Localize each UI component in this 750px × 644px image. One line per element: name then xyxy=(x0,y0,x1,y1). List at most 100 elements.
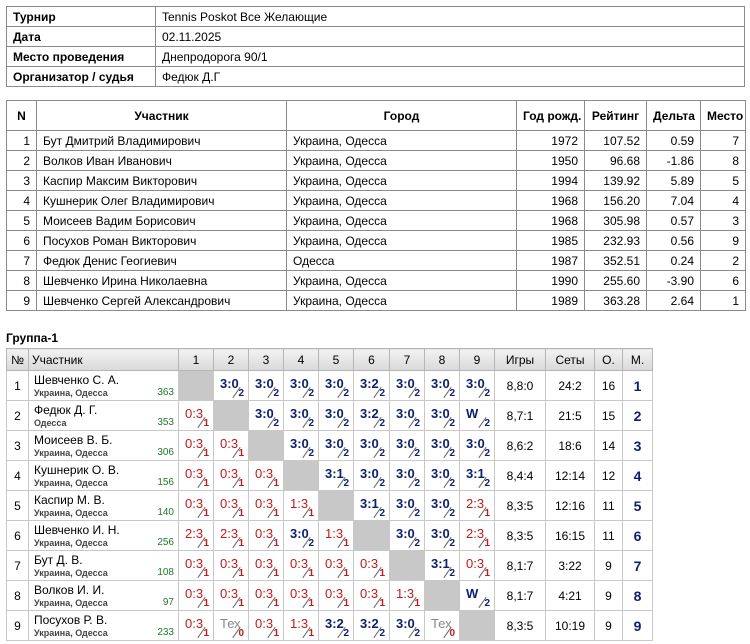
column-header: № xyxy=(6,348,29,371)
birth-year: 1994 xyxy=(516,170,585,191)
match-points: 1 xyxy=(414,598,420,609)
number: 2 xyxy=(6,150,37,171)
group-row: 3 Моисеев В. Б. Украина, Одесса 306 0:3 1 0:3 1… xyxy=(6,430,653,461)
match-result: 3:0 2 xyxy=(353,430,390,461)
match-points: 1 xyxy=(308,508,314,519)
participant-row: 8 Шевченко Ирина Николаевна Украина, Одесс… xyxy=(6,270,746,291)
number: 5 xyxy=(6,490,29,521)
match-points: 1 xyxy=(273,478,279,489)
rating: 352.51 xyxy=(584,250,647,271)
column-header: 8 xyxy=(424,348,460,371)
delta: 0.56 xyxy=(646,230,701,251)
match-result: 2:3 1 xyxy=(459,520,495,551)
player-name: Посухов Р. В. xyxy=(34,613,108,627)
number: 3 xyxy=(6,430,29,461)
column-header: Город xyxy=(286,100,517,131)
delta: 7.04 xyxy=(646,190,701,211)
match-points: 2 xyxy=(308,418,314,429)
participant-row: 6 Посухов Роман Викторович Украина, Одесса… xyxy=(6,230,746,251)
player-rating: 140 xyxy=(157,507,174,518)
participant-name: Кушнерик Олег Владимирович xyxy=(36,190,287,211)
self-cell xyxy=(353,520,390,551)
column-header: 2 xyxy=(213,348,249,371)
match-result: 3:0 2 xyxy=(389,430,425,461)
match-score: 3:0 xyxy=(290,376,309,391)
match-score: 3:0 xyxy=(396,526,415,541)
points: 15 xyxy=(594,400,623,431)
match-points: 1 xyxy=(484,538,490,549)
city: Украина, Одесса xyxy=(286,210,517,231)
match-result: 2:3 1 xyxy=(213,520,249,551)
match-points: 2 xyxy=(449,388,455,399)
match-score: 0:3 xyxy=(325,556,344,571)
match-result: 3:0 2 xyxy=(424,430,460,461)
self-cell xyxy=(178,370,214,401)
match-points: 2 xyxy=(414,478,420,489)
player-name: Шевченко С. А. xyxy=(34,373,120,387)
games: 8,3:5 xyxy=(494,490,546,521)
match-result: 3:0 2 xyxy=(389,610,425,641)
match-result: 0:3 1 xyxy=(353,550,390,581)
games: 8,6:2 xyxy=(494,430,546,461)
player-rating: 233 xyxy=(157,627,174,638)
info-row: Место проведения Днепродорога 90/1 xyxy=(6,46,745,67)
match-score: 0:3 xyxy=(220,556,239,571)
player-name: Волков И. И. xyxy=(34,583,105,597)
number: 4 xyxy=(6,460,29,491)
match-result: 3:0 2 xyxy=(424,370,460,401)
match-score: 3:0 xyxy=(255,376,274,391)
self-cell xyxy=(459,610,495,641)
match-score: 0:3 xyxy=(325,586,344,601)
participant-row: 4 Кушнерик Олег Владимирович Украина, Одес… xyxy=(6,190,746,211)
match-result: 0:3 1 xyxy=(213,580,249,611)
match-result: 0:3 1 xyxy=(283,550,319,581)
number: 1 xyxy=(6,130,37,151)
match-points: 1 xyxy=(238,478,244,489)
match-score: 0:3 xyxy=(220,436,239,451)
match-points: 1 xyxy=(238,568,244,579)
column-header: 4 xyxy=(283,348,319,371)
match-result: 0:3 1 xyxy=(318,550,354,581)
match-result: 2:3 1 xyxy=(178,520,214,551)
city: Украина, Одесса xyxy=(286,190,517,211)
participant-row: 5 Моисеев Вадим Борисович Украина, Одесса 1… xyxy=(6,210,746,231)
participant-row: 3 Каспир Максим Викторович Украина, Одесса… xyxy=(6,170,746,191)
sets: 12:16 xyxy=(545,490,595,521)
match-score: 1:3 xyxy=(325,526,344,541)
match-score: 3:2 xyxy=(360,406,379,421)
player-name: Федюк Д. Г. xyxy=(34,403,98,417)
city: Украина, Одесса xyxy=(286,230,517,251)
match-score: 0:3 xyxy=(255,466,274,481)
place: 6 xyxy=(622,520,653,551)
match-score: 1:3 xyxy=(396,586,415,601)
match-score: 3:2 xyxy=(325,616,344,631)
player-city: Украина, Одесса xyxy=(34,388,108,398)
city: Украина, Одесса xyxy=(286,290,517,311)
match-score: 3:2 xyxy=(360,376,379,391)
delta: -3.90 xyxy=(646,270,701,291)
place: 4 xyxy=(700,190,746,211)
rating: 156.20 xyxy=(584,190,647,211)
match-result: 3:0 2 xyxy=(424,400,460,431)
birth-year: 1950 xyxy=(516,150,585,171)
group-title: Группа-1 xyxy=(6,331,59,345)
match-score: 0:3 xyxy=(255,616,274,631)
info-value: 02.11.2025 xyxy=(155,26,745,47)
birth-year: 1989 xyxy=(516,290,585,311)
info-label: Место проведения xyxy=(6,46,156,67)
match-score: 0:3 xyxy=(255,526,274,541)
match-points: 1 xyxy=(203,598,209,609)
player-rating: 256 xyxy=(157,537,174,548)
player-cell: Посухов Р. В. Украина, Одесса 233 xyxy=(28,610,179,641)
match-score: 3:0 xyxy=(290,526,309,541)
player-rating: 306 xyxy=(157,447,174,458)
self-cell xyxy=(318,490,354,521)
info-label: Турнир xyxy=(6,6,156,27)
match-result: 3:2 2 xyxy=(353,400,390,431)
points: 12 xyxy=(594,460,623,491)
info-label: Дата xyxy=(6,26,156,47)
participant-name: Посухов Роман Викторович xyxy=(36,230,287,251)
match-points: 2 xyxy=(308,538,314,549)
city: Одесса xyxy=(286,250,517,271)
